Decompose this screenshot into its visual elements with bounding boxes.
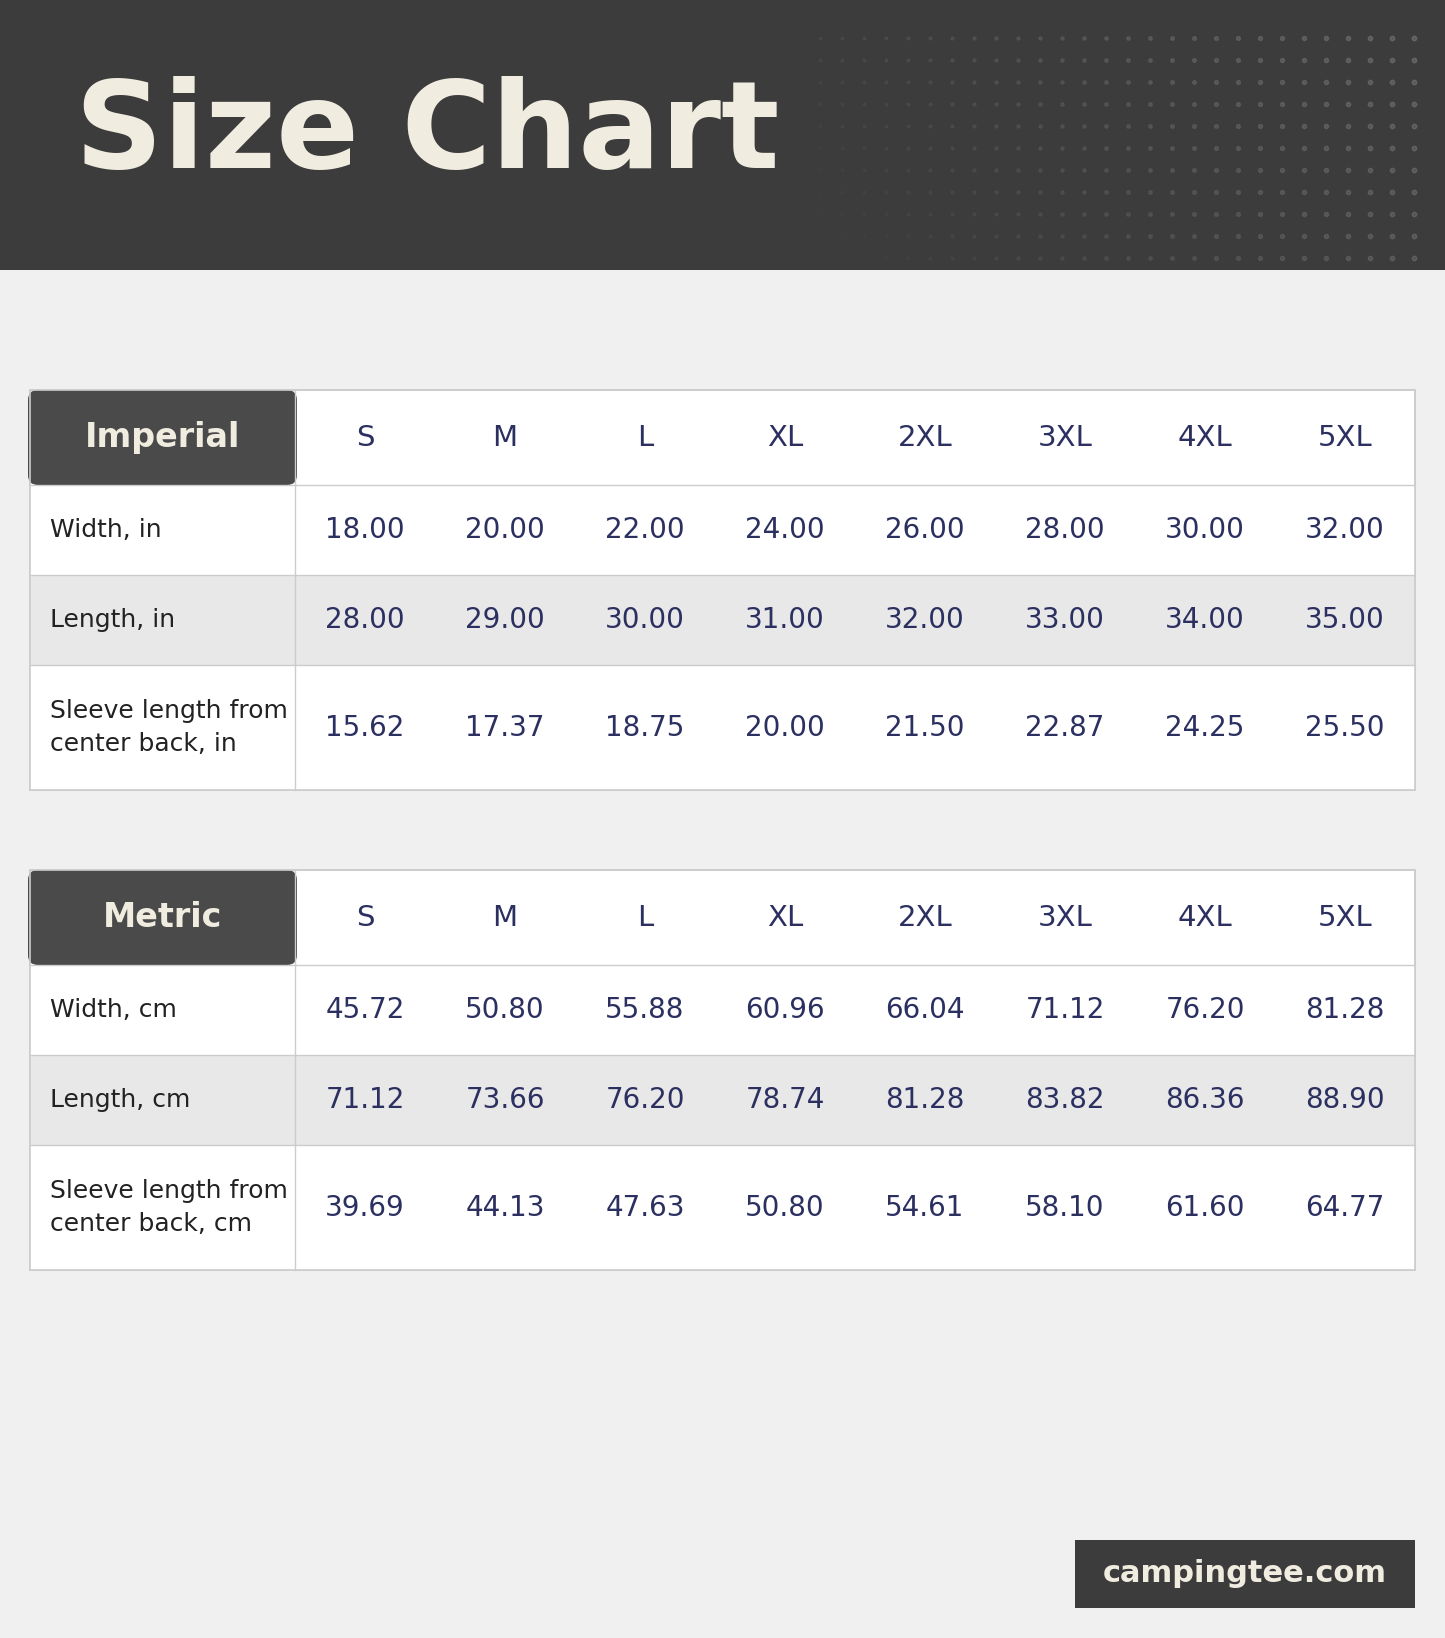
Text: 71.12: 71.12: [1026, 996, 1104, 1024]
Text: 20.00: 20.00: [465, 516, 545, 544]
Text: 18.75: 18.75: [605, 714, 685, 742]
Text: 58.10: 58.10: [1026, 1194, 1105, 1222]
Text: 66.04: 66.04: [886, 996, 965, 1024]
Text: 50.80: 50.80: [465, 996, 545, 1024]
Text: 47.63: 47.63: [605, 1194, 685, 1222]
Text: 29.00: 29.00: [465, 606, 545, 634]
Text: 26.00: 26.00: [886, 516, 965, 544]
Text: 28.00: 28.00: [1025, 516, 1105, 544]
Text: 3XL: 3XL: [1038, 904, 1092, 932]
Text: 44.13: 44.13: [465, 1194, 545, 1222]
Bar: [30, 665, 1415, 790]
Text: 30.00: 30.00: [605, 606, 685, 634]
Text: L: L: [637, 904, 653, 932]
Text: S: S: [355, 424, 374, 452]
Text: Size Chart: Size Chart: [75, 77, 779, 193]
Text: 22.87: 22.87: [1026, 714, 1104, 742]
Text: 15.62: 15.62: [325, 714, 405, 742]
Text: Sleeve length from
center back, cm: Sleeve length from center back, cm: [51, 1179, 288, 1237]
Bar: [0, 0, 1445, 270]
Bar: [30, 965, 1415, 1055]
Text: S: S: [355, 904, 374, 932]
Text: 24.00: 24.00: [746, 516, 825, 544]
Text: 60.96: 60.96: [746, 996, 825, 1024]
Text: 25.50: 25.50: [1305, 714, 1384, 742]
FancyBboxPatch shape: [30, 390, 1415, 790]
Text: XL: XL: [767, 904, 803, 932]
Text: Sleeve length from
center back, in: Sleeve length from center back, in: [51, 699, 288, 757]
Text: Imperial: Imperial: [85, 421, 240, 454]
Text: 73.66: 73.66: [465, 1086, 545, 1114]
Text: 32.00: 32.00: [886, 606, 965, 634]
Bar: [30, 1055, 1415, 1145]
FancyBboxPatch shape: [27, 390, 298, 485]
FancyBboxPatch shape: [1075, 1540, 1415, 1609]
Text: 5XL: 5XL: [1318, 424, 1373, 452]
Text: 22.00: 22.00: [605, 516, 685, 544]
Bar: [30, 485, 1415, 575]
Text: 35.00: 35.00: [1305, 606, 1384, 634]
Text: 34.00: 34.00: [1165, 606, 1246, 634]
Bar: [30, 575, 1415, 665]
Text: 71.12: 71.12: [325, 1086, 405, 1114]
Text: 81.28: 81.28: [1305, 996, 1384, 1024]
FancyBboxPatch shape: [30, 870, 1415, 1269]
Text: Metric: Metric: [103, 901, 223, 934]
Text: 4XL: 4XL: [1178, 904, 1233, 932]
Text: 54.61: 54.61: [886, 1194, 965, 1222]
Text: 31.00: 31.00: [746, 606, 825, 634]
Text: 76.20: 76.20: [1165, 996, 1244, 1024]
Text: 4XL: 4XL: [1178, 424, 1233, 452]
Text: 20.00: 20.00: [746, 714, 825, 742]
Bar: [30, 1145, 1415, 1269]
Text: 86.36: 86.36: [1165, 1086, 1244, 1114]
Text: 2XL: 2XL: [897, 904, 952, 932]
Text: 5XL: 5XL: [1318, 904, 1373, 932]
Text: 21.50: 21.50: [886, 714, 965, 742]
Text: Length, cm: Length, cm: [51, 1088, 191, 1112]
Text: 28.00: 28.00: [325, 606, 405, 634]
Text: 61.60: 61.60: [1165, 1194, 1244, 1222]
Text: 76.20: 76.20: [605, 1086, 685, 1114]
Text: 83.82: 83.82: [1026, 1086, 1105, 1114]
Text: Length, in: Length, in: [51, 608, 175, 632]
Text: 24.25: 24.25: [1165, 714, 1244, 742]
Text: M: M: [493, 904, 517, 932]
Text: 39.69: 39.69: [325, 1194, 405, 1222]
Text: 50.80: 50.80: [746, 1194, 825, 1222]
Text: 45.72: 45.72: [325, 996, 405, 1024]
FancyBboxPatch shape: [27, 870, 298, 965]
Text: L: L: [637, 424, 653, 452]
Text: Width, cm: Width, cm: [51, 998, 176, 1022]
Text: XL: XL: [767, 424, 803, 452]
Text: 33.00: 33.00: [1025, 606, 1105, 634]
Text: 78.74: 78.74: [746, 1086, 825, 1114]
Text: 64.77: 64.77: [1305, 1194, 1384, 1222]
Text: M: M: [493, 424, 517, 452]
Text: 3XL: 3XL: [1038, 424, 1092, 452]
Text: campingtee.com: campingtee.com: [1103, 1559, 1387, 1589]
Text: 30.00: 30.00: [1165, 516, 1246, 544]
Text: 18.00: 18.00: [325, 516, 405, 544]
Text: 81.28: 81.28: [886, 1086, 965, 1114]
Text: 88.90: 88.90: [1305, 1086, 1384, 1114]
Text: 55.88: 55.88: [605, 996, 685, 1024]
Text: Width, in: Width, in: [51, 518, 162, 542]
Text: 32.00: 32.00: [1305, 516, 1384, 544]
Text: 2XL: 2XL: [897, 424, 952, 452]
Text: 17.37: 17.37: [465, 714, 545, 742]
